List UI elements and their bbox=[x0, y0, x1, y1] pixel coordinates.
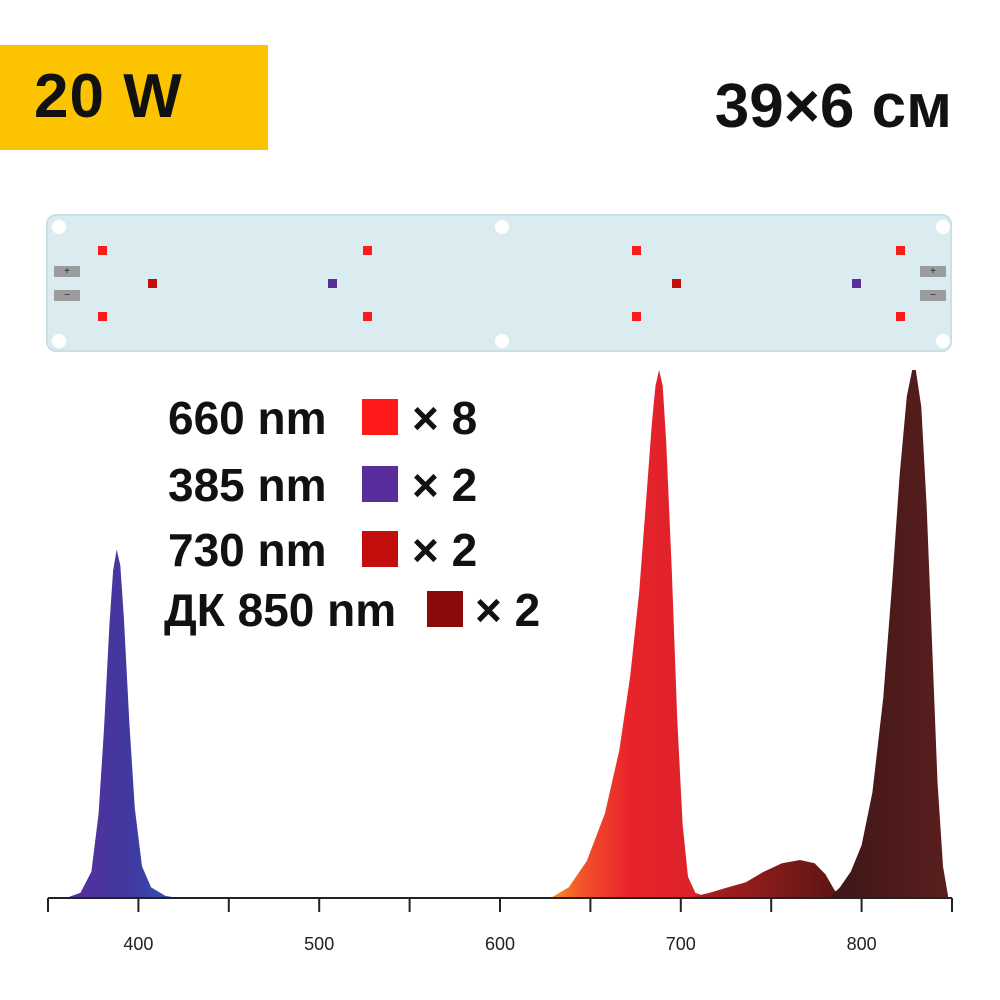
x-tick-label: 800 bbox=[847, 934, 877, 954]
peak-850 bbox=[829, 370, 949, 898]
power-label: 20 W bbox=[34, 62, 183, 131]
pad-minus-right: − bbox=[920, 290, 946, 301]
x-tick-label: 400 bbox=[123, 934, 153, 954]
led-660 bbox=[363, 246, 372, 255]
led-660 bbox=[632, 312, 641, 321]
mount-hole bbox=[936, 220, 950, 234]
mount-hole bbox=[52, 220, 66, 234]
led-660 bbox=[363, 312, 372, 321]
led-730 bbox=[148, 279, 157, 288]
led-385 bbox=[852, 279, 861, 288]
x-tick-label: 600 bbox=[485, 934, 515, 954]
legend-count: × 2 bbox=[475, 584, 541, 636]
led-660 bbox=[632, 246, 641, 255]
led-660 bbox=[98, 246, 107, 255]
led-730 bbox=[672, 279, 681, 288]
legend-count: × 2 bbox=[412, 459, 478, 511]
x-tick-label: 500 bbox=[304, 934, 334, 954]
legend-swatch bbox=[362, 531, 398, 567]
legend-swatch bbox=[427, 591, 463, 627]
peak-660 bbox=[550, 370, 710, 898]
led-board: + − + − bbox=[46, 214, 952, 352]
mount-hole bbox=[495, 334, 509, 348]
power-badge bbox=[0, 45, 268, 150]
mount-hole bbox=[495, 220, 509, 234]
legend-label: 385 nm bbox=[168, 459, 327, 511]
pad-minus-left: − bbox=[54, 290, 80, 301]
peak-385 bbox=[66, 549, 179, 898]
pad-plus-right: + bbox=[920, 266, 946, 277]
led-385 bbox=[328, 279, 337, 288]
legend-label: ДК 850 nm bbox=[164, 584, 397, 636]
mount-hole bbox=[52, 334, 66, 348]
led-660 bbox=[98, 312, 107, 321]
legend-label: 660 nm bbox=[168, 392, 327, 444]
peak-730 bbox=[688, 860, 844, 898]
led-660 bbox=[896, 246, 905, 255]
x-tick-label: 700 bbox=[666, 934, 696, 954]
legend-swatch bbox=[362, 399, 398, 435]
mount-hole bbox=[936, 334, 950, 348]
led-660 bbox=[896, 312, 905, 321]
legend-count: × 8 bbox=[412, 392, 478, 444]
legend-label: 730 nm bbox=[168, 524, 327, 576]
size-label: 39×6 см bbox=[714, 72, 952, 141]
legend-count: × 2 bbox=[412, 524, 478, 576]
legend-swatch bbox=[362, 466, 398, 502]
pad-plus-left: + bbox=[54, 266, 80, 277]
